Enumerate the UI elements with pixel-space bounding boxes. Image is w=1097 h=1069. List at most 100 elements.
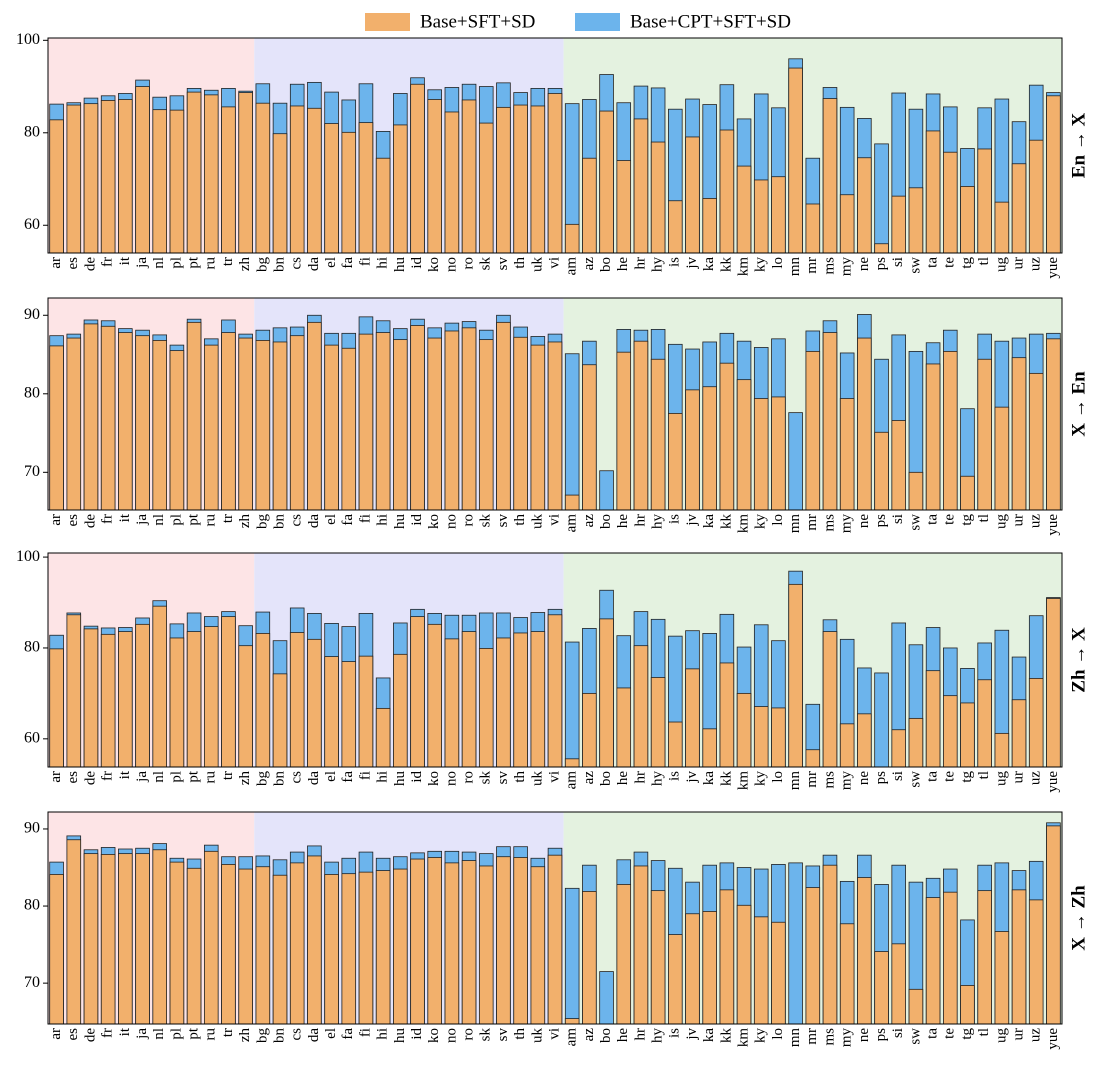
bar bbox=[66, 104, 82, 254]
x-tick-label: th bbox=[512, 514, 528, 526]
bar bbox=[822, 98, 838, 254]
bar bbox=[513, 632, 528, 768]
bar bbox=[977, 679, 992, 768]
x-tick-label: hu bbox=[392, 257, 408, 273]
bar bbox=[753, 179, 769, 254]
bar bbox=[805, 350, 821, 511]
x-tick-label: yue bbox=[1045, 771, 1061, 793]
group-background bbox=[254, 298, 564, 510]
bar bbox=[788, 583, 803, 768]
x-tick-label: he bbox=[615, 257, 631, 272]
bar bbox=[582, 891, 597, 1025]
x-tick-label: no bbox=[443, 257, 459, 272]
x-tick-label: bg bbox=[254, 771, 270, 787]
bar bbox=[307, 321, 322, 511]
x-tick-label: da bbox=[306, 514, 322, 529]
bar bbox=[547, 614, 563, 768]
x-tick-label: no bbox=[443, 771, 459, 786]
bar bbox=[135, 86, 150, 254]
bar bbox=[530, 631, 546, 768]
bar bbox=[805, 203, 821, 254]
x-tick-label: hi bbox=[375, 514, 391, 526]
x-tick-label: kk bbox=[718, 514, 734, 530]
bar bbox=[393, 124, 408, 254]
bar bbox=[908, 471, 924, 511]
bar bbox=[977, 148, 992, 254]
legend-label: Base+SFT+SD bbox=[420, 11, 535, 32]
x-tick-label: fi bbox=[357, 1028, 373, 1037]
x-tick-label: ru bbox=[203, 257, 219, 270]
x-tick-label: my bbox=[839, 257, 855, 277]
bar bbox=[805, 887, 821, 1025]
bar bbox=[100, 854, 116, 1025]
bar bbox=[977, 358, 992, 511]
bar bbox=[324, 656, 339, 768]
bar bbox=[410, 858, 425, 1025]
bar bbox=[118, 99, 133, 254]
bar bbox=[1011, 357, 1027, 511]
bar bbox=[1028, 678, 1044, 768]
bar bbox=[616, 160, 632, 254]
x-tick-label: si bbox=[890, 514, 906, 524]
x-tick-label: jv bbox=[684, 257, 700, 270]
x-tick-label: ms bbox=[821, 257, 837, 275]
x-tick-label: my bbox=[839, 771, 855, 791]
x-tick-label: lo bbox=[770, 1028, 786, 1040]
x-tick-label: si bbox=[890, 771, 906, 781]
bar bbox=[564, 641, 580, 768]
bar bbox=[272, 874, 288, 1025]
bar bbox=[255, 339, 271, 511]
bar bbox=[857, 157, 872, 254]
x-tick-label: mn bbox=[787, 514, 803, 534]
x-tick-label: cs bbox=[289, 1028, 305, 1041]
x-tick-label: ug bbox=[993, 771, 1009, 787]
bar bbox=[307, 638, 322, 768]
bar bbox=[272, 673, 288, 768]
bar bbox=[289, 105, 305, 254]
bar bbox=[152, 605, 167, 768]
x-tick-label: sk bbox=[478, 514, 494, 528]
x-tick-label: es bbox=[65, 257, 81, 270]
x-tick-label: tr bbox=[220, 514, 236, 523]
bar bbox=[375, 870, 391, 1025]
bar bbox=[736, 692, 752, 768]
x-tick-label: hr bbox=[632, 514, 648, 527]
bar bbox=[221, 106, 236, 254]
x-tick-label: te bbox=[942, 1028, 958, 1039]
bar bbox=[461, 631, 477, 768]
x-tick-label: tg bbox=[959, 771, 975, 783]
x-tick-label: el bbox=[323, 257, 339, 268]
bar bbox=[582, 364, 597, 511]
x-tick-label: ro bbox=[461, 771, 477, 784]
panel-title: En → X bbox=[1068, 112, 1089, 178]
x-tick-label: hr bbox=[632, 257, 648, 270]
bar bbox=[599, 470, 614, 511]
x-tick-label: lo bbox=[770, 514, 786, 526]
x-tick-label: ka bbox=[701, 514, 717, 529]
bar bbox=[788, 862, 803, 1025]
bar bbox=[771, 921, 786, 1025]
x-tick-label: es bbox=[65, 1028, 81, 1041]
bar bbox=[358, 333, 374, 511]
x-tick-label: bo bbox=[598, 514, 614, 529]
bar bbox=[203, 344, 219, 511]
x-tick-label: fr bbox=[100, 514, 116, 524]
bar bbox=[822, 631, 838, 768]
x-tick-label: ja bbox=[134, 771, 150, 783]
x-tick-label: de bbox=[82, 257, 98, 272]
bar bbox=[960, 985, 975, 1025]
x-tick-label: cs bbox=[289, 257, 305, 270]
x-tick-label: ky bbox=[753, 1028, 769, 1044]
x-tick-label: ja bbox=[134, 257, 150, 269]
x-tick-label: he bbox=[615, 771, 631, 786]
bar bbox=[255, 102, 271, 254]
bar bbox=[341, 347, 357, 511]
bar bbox=[238, 868, 253, 1025]
bar bbox=[66, 337, 82, 511]
bar bbox=[943, 695, 958, 768]
x-tick-label: hu bbox=[392, 514, 408, 530]
x-tick-label: ar bbox=[48, 257, 64, 269]
bar bbox=[410, 616, 425, 768]
x-tick-label: hi bbox=[375, 771, 391, 783]
